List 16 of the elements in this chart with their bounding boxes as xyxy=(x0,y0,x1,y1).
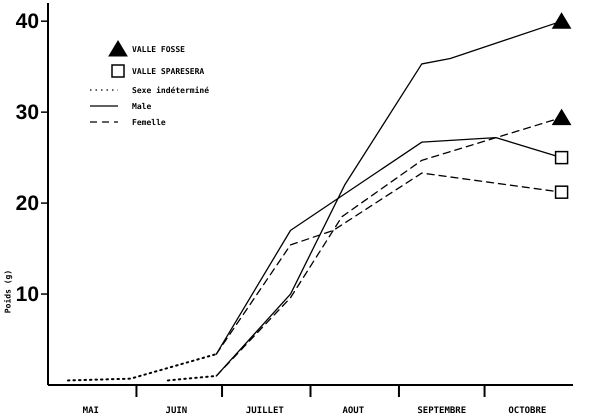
x-tick-label: AOUT xyxy=(342,406,365,416)
x-tick-label: OCTOBRE xyxy=(508,406,546,416)
x-tick-label: SEPTEMBRE xyxy=(417,406,466,416)
x-tick-label: MAI xyxy=(82,406,99,416)
y-tick-label: 40 xyxy=(16,10,39,34)
x-tick-label: JUILLET xyxy=(246,406,284,416)
y-tick-label: 20 xyxy=(16,192,39,216)
y-tick-label: 30 xyxy=(16,101,39,124)
y-axis-title: Poids (g) xyxy=(4,268,12,316)
legend-label: VALLE FOSSE xyxy=(132,44,185,54)
x-tick-label: JUIN xyxy=(166,406,188,416)
y-tick-label: 10 xyxy=(16,283,39,306)
legend-label: Femelle xyxy=(132,118,166,126)
legend-label: Male xyxy=(132,102,152,110)
legend-label: VALLE SPARESERA xyxy=(132,66,204,76)
legend-label: Sexe indéterminé xyxy=(132,86,210,94)
